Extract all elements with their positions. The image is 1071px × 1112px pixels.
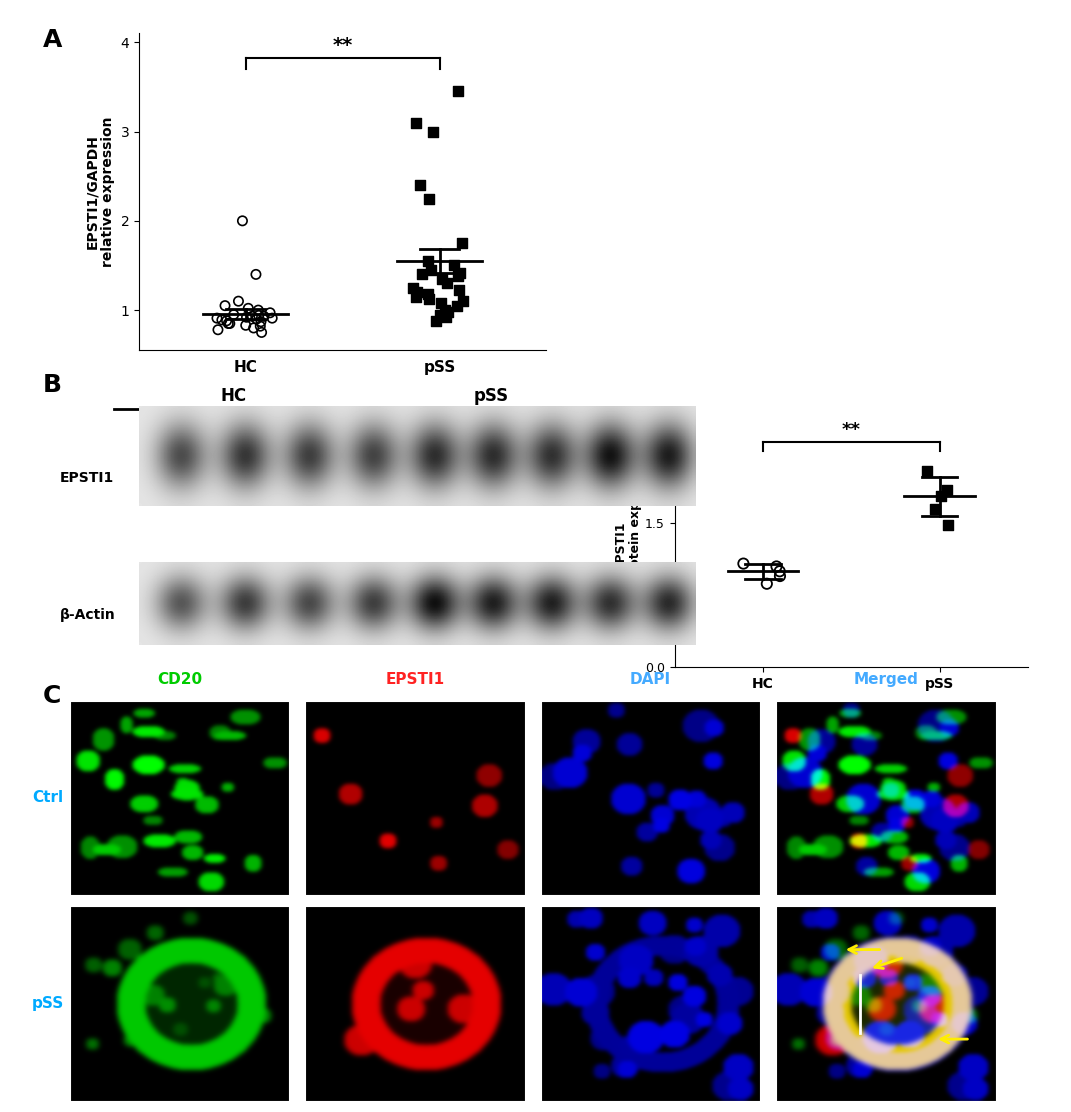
- Point: [247, 266, 265, 284]
- Point: [440, 302, 457, 320]
- Point: [425, 122, 442, 140]
- Text: **: **: [333, 36, 352, 54]
- Point: [771, 567, 788, 585]
- Point: [244, 307, 261, 325]
- Y-axis label: EPSTI1/GAPDH
relative expression: EPSTI1/GAPDH relative expression: [85, 117, 115, 267]
- Point: [421, 190, 438, 208]
- Text: Merged: Merged: [854, 673, 919, 687]
- Point: [938, 480, 955, 498]
- Point: [407, 113, 424, 131]
- Point: [252, 317, 269, 335]
- Point: [263, 309, 281, 327]
- Point: [222, 315, 239, 332]
- Point: [438, 275, 455, 292]
- Text: β-Actin: β-Actin: [60, 608, 116, 622]
- Point: [237, 317, 254, 335]
- Point: [452, 264, 469, 281]
- Point: [233, 212, 251, 230]
- Text: **: **: [842, 420, 861, 439]
- Point: [453, 235, 470, 252]
- Point: [210, 321, 227, 339]
- Point: [220, 315, 237, 332]
- Point: [918, 461, 935, 479]
- Point: [932, 487, 949, 505]
- Text: B: B: [43, 373, 62, 397]
- Text: Ctrl: Ctrl: [32, 791, 64, 805]
- Point: [209, 309, 226, 327]
- Text: CD20: CD20: [156, 673, 202, 687]
- Point: [405, 279, 422, 297]
- Point: [939, 516, 956, 534]
- Point: [449, 297, 466, 315]
- Point: [411, 176, 428, 193]
- Point: [407, 288, 424, 306]
- Point: [230, 292, 247, 310]
- Point: [409, 284, 426, 301]
- Point: [255, 307, 272, 325]
- Point: [420, 285, 437, 302]
- Point: [253, 312, 270, 330]
- Point: [422, 261, 439, 279]
- Text: C: C: [43, 684, 61, 708]
- Point: [245, 319, 262, 337]
- Text: EPSTI1: EPSTI1: [386, 673, 444, 687]
- Text: A: A: [43, 28, 62, 52]
- Point: [768, 557, 785, 575]
- Point: [758, 575, 775, 593]
- Text: pSS: pSS: [32, 996, 64, 1011]
- Point: [225, 306, 242, 324]
- Text: DAPI: DAPI: [630, 673, 672, 687]
- Text: HC: HC: [221, 387, 246, 406]
- Point: [771, 563, 788, 580]
- Text: pSS: pSS: [473, 387, 509, 406]
- Point: [216, 297, 233, 315]
- Point: [238, 308, 255, 326]
- Point: [213, 311, 230, 329]
- Y-axis label: EPSTI1
relative protein expression: EPSTI1 relative protein expression: [615, 450, 643, 639]
- Point: [926, 500, 944, 518]
- Point: [413, 266, 431, 284]
- Point: [438, 308, 455, 326]
- Point: [248, 310, 266, 328]
- Point: [419, 252, 436, 270]
- Point: [240, 299, 257, 317]
- Point: [433, 294, 450, 311]
- Point: [735, 555, 752, 573]
- Point: [253, 324, 270, 341]
- Point: [450, 281, 467, 299]
- Point: [421, 290, 438, 308]
- Point: [450, 82, 467, 100]
- Point: [432, 306, 449, 324]
- Point: [446, 257, 463, 275]
- Text: EPSTI1: EPSTI1: [60, 470, 114, 485]
- Point: [437, 301, 454, 319]
- Point: [250, 301, 267, 319]
- Point: [261, 304, 278, 321]
- Point: [450, 267, 467, 285]
- Point: [218, 312, 236, 330]
- Point: [427, 312, 444, 330]
- Point: [455, 292, 472, 310]
- Point: [251, 307, 268, 325]
- Point: [434, 270, 451, 288]
